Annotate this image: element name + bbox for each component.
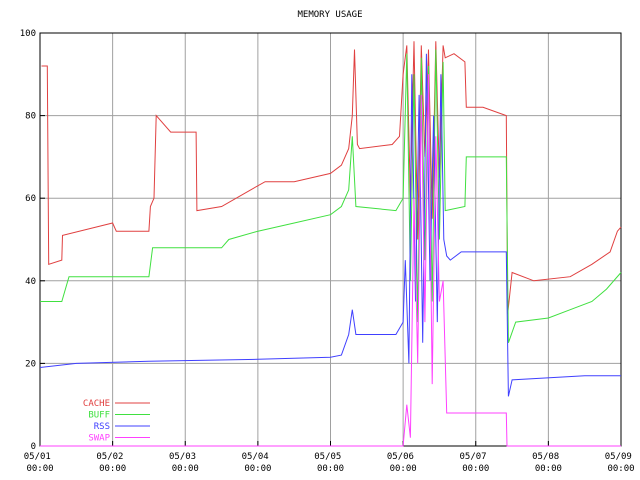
y-tick-label: 80	[25, 112, 36, 122]
legend-label: CACHE	[83, 399, 110, 409]
y-tick-label: 0	[31, 442, 36, 452]
series-line	[39, 53, 621, 397]
x-tick-label: 05/08 00:00	[532, 452, 565, 474]
x-tick-label: 05/05 00:00	[314, 452, 347, 474]
x-tick-label: 05/06 00:00	[387, 452, 420, 474]
legend-label: BUFF	[88, 411, 110, 421]
y-tick-label: 100	[20, 29, 36, 39]
x-tick-label: 05/07 00:00	[459, 452, 492, 474]
y-tick-label: 20	[25, 359, 36, 369]
x-tick-label: 05/04 00:00	[242, 452, 275, 474]
x-tick-label: 05/02 00:00	[96, 452, 129, 474]
series-line	[40, 74, 621, 447]
y-tick-label: 60	[25, 194, 36, 204]
chart-title: MEMORY USAGE	[297, 10, 362, 20]
series-line	[40, 49, 622, 343]
x-tick-label: 05/03 00:00	[169, 452, 202, 474]
y-tick-label: 40	[25, 277, 36, 287]
series-line	[41, 41, 622, 314]
legend-label: RSS	[94, 422, 110, 432]
x-tick-label: 05/01 00:00	[24, 452, 57, 474]
legend-label: SWAP	[88, 434, 110, 444]
x-tick-label: 05/09 00:00	[605, 452, 638, 474]
